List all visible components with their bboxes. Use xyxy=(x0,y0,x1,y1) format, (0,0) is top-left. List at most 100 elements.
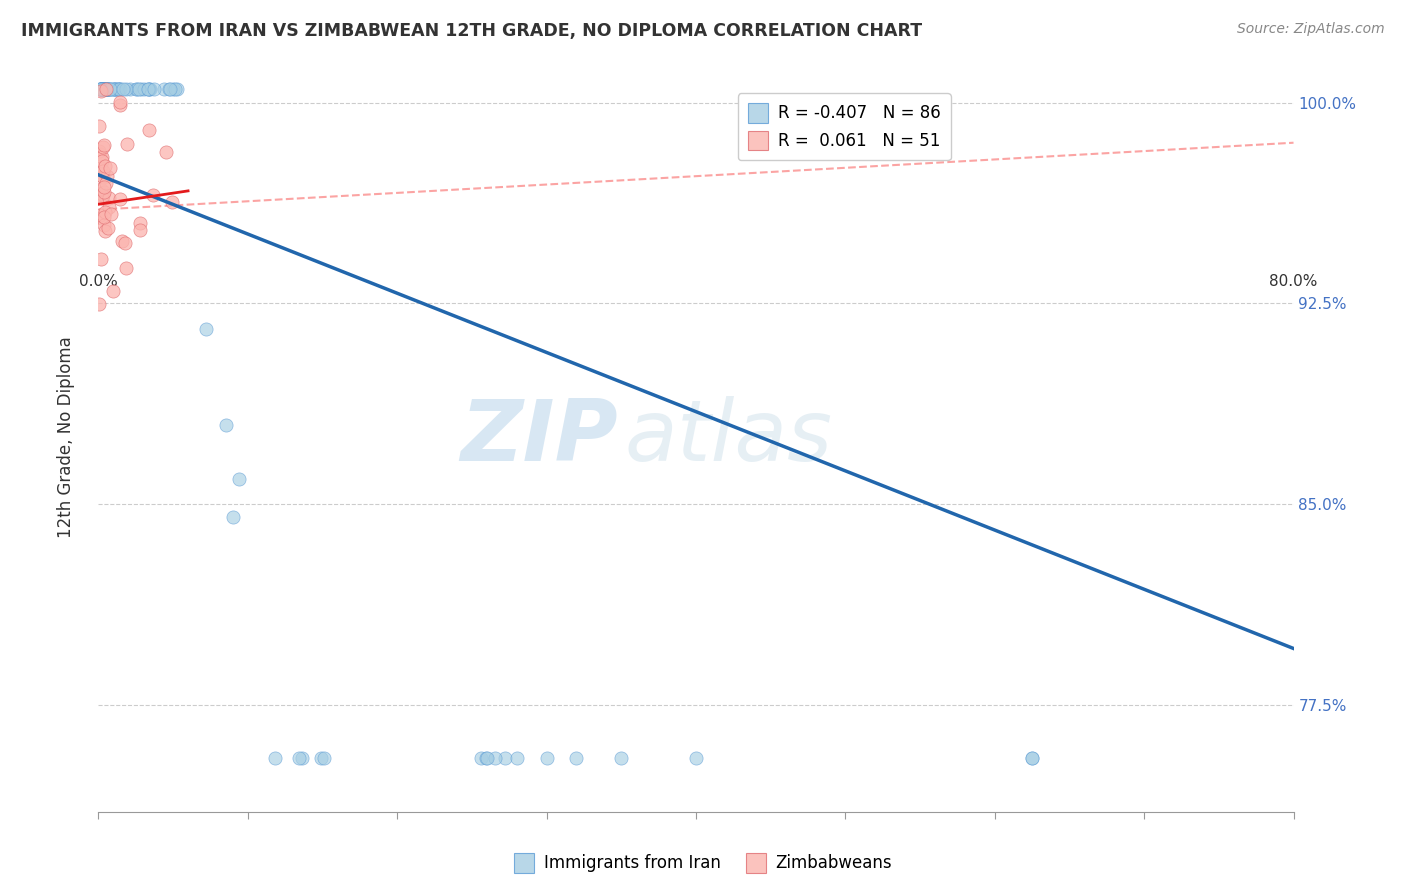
Point xyxy=(90,82,112,96)
Point xyxy=(127,82,149,96)
Point xyxy=(129,82,152,96)
Point xyxy=(136,82,159,96)
Point xyxy=(89,147,111,161)
Point xyxy=(97,221,120,235)
Point xyxy=(309,751,332,765)
Point xyxy=(90,82,112,96)
Point xyxy=(89,297,111,311)
Point xyxy=(142,187,165,202)
Point xyxy=(89,82,111,96)
Point xyxy=(91,82,114,96)
Point xyxy=(93,82,115,96)
Point xyxy=(470,751,492,765)
Point xyxy=(91,188,114,202)
Point xyxy=(101,82,124,96)
Point xyxy=(221,509,243,524)
Point xyxy=(98,200,121,214)
Point xyxy=(125,82,148,96)
Point xyxy=(108,82,131,96)
Point xyxy=(120,82,142,96)
Point xyxy=(89,144,111,158)
Point xyxy=(132,82,155,96)
Point xyxy=(160,194,183,209)
Point xyxy=(89,82,111,96)
Point xyxy=(91,169,114,184)
Point xyxy=(96,169,118,184)
Point xyxy=(94,177,117,191)
Point xyxy=(108,95,131,109)
Point xyxy=(475,751,498,765)
Point xyxy=(138,122,160,136)
Point xyxy=(166,82,188,96)
Point xyxy=(90,82,112,96)
Point xyxy=(139,82,162,96)
Point xyxy=(565,751,588,765)
Point xyxy=(91,169,114,184)
Point xyxy=(110,82,132,96)
Point xyxy=(475,751,498,765)
Point xyxy=(105,82,128,96)
Point xyxy=(91,154,114,169)
Point xyxy=(90,252,112,267)
Point xyxy=(107,82,129,96)
Point xyxy=(104,82,127,96)
Point xyxy=(108,82,131,96)
Point xyxy=(685,751,707,765)
Text: IMMIGRANTS FROM IRAN VS ZIMBABWEAN 12TH GRADE, NO DIPLOMA CORRELATION CHART: IMMIGRANTS FROM IRAN VS ZIMBABWEAN 12TH … xyxy=(21,22,922,40)
Point xyxy=(90,182,112,196)
Point xyxy=(97,82,120,96)
Point xyxy=(103,82,125,96)
Point xyxy=(100,82,122,96)
Point xyxy=(89,120,111,134)
Point xyxy=(91,150,114,164)
Point xyxy=(159,82,181,96)
Point xyxy=(111,234,134,248)
Point xyxy=(287,751,309,765)
Text: Source: ZipAtlas.com: Source: ZipAtlas.com xyxy=(1237,22,1385,37)
Point xyxy=(98,82,121,96)
Point xyxy=(91,82,114,96)
Point xyxy=(91,82,114,96)
Point xyxy=(115,82,138,96)
Point xyxy=(494,751,516,765)
Point xyxy=(107,82,129,96)
Point xyxy=(93,82,115,96)
Point xyxy=(138,82,160,96)
Point xyxy=(93,82,115,96)
Point xyxy=(91,82,114,96)
Point xyxy=(228,472,250,486)
Point xyxy=(90,161,112,176)
Point xyxy=(91,191,114,205)
Point xyxy=(129,223,152,237)
Point xyxy=(114,236,136,251)
Point xyxy=(162,82,184,96)
Point xyxy=(90,84,112,98)
Point xyxy=(89,82,111,96)
Point xyxy=(195,322,218,336)
Point xyxy=(96,82,118,96)
Point xyxy=(90,82,112,96)
Point xyxy=(312,751,335,765)
Point xyxy=(94,82,117,96)
Point xyxy=(93,211,115,225)
Point xyxy=(93,159,115,173)
Point xyxy=(128,82,150,96)
Point xyxy=(90,82,112,96)
Point xyxy=(90,190,112,204)
Point xyxy=(536,751,558,765)
Text: 0.0%: 0.0% xyxy=(79,275,118,290)
Text: ZIP: ZIP xyxy=(461,395,619,479)
Point xyxy=(90,82,112,96)
Point xyxy=(138,82,160,96)
Point xyxy=(103,284,125,298)
Point xyxy=(93,138,115,153)
Point xyxy=(97,82,120,96)
Y-axis label: 12th Grade, No Diploma: 12th Grade, No Diploma xyxy=(56,336,75,538)
Point xyxy=(115,260,138,275)
Point xyxy=(484,751,506,765)
Point xyxy=(93,185,115,199)
Point xyxy=(153,82,176,96)
Legend: R = -0.407   N = 86, R =  0.061   N = 51: R = -0.407 N = 86, R = 0.061 N = 51 xyxy=(738,94,950,160)
Point xyxy=(90,186,112,201)
Point xyxy=(91,140,114,154)
